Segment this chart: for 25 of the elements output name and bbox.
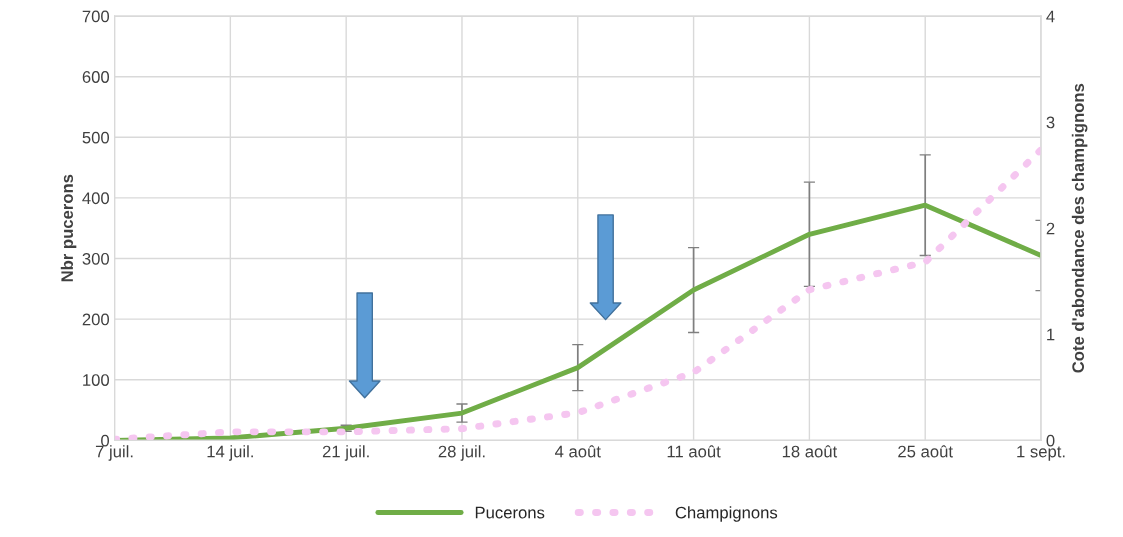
- y2-axis-title: Cote d'abondance des champignons: [1071, 83, 1088, 373]
- y-tick-label: 300: [82, 252, 110, 265]
- y2-tick-label: 1: [1047, 328, 1055, 341]
- y-tick-label: 400: [82, 192, 110, 205]
- x-tick-label: 1 sept.: [1017, 445, 1065, 461]
- y2-tick-label: 2: [1046, 222, 1055, 235]
- y-axis-title: Nbr pucerons: [60, 174, 77, 282]
- y-tick-label: 700: [82, 10, 110, 23]
- y-tick-label: 200: [82, 313, 110, 326]
- y-tick-label: 500: [82, 131, 110, 144]
- x-tick-label: 4 août: [555, 445, 601, 458]
- y-tick-label: 0: [101, 434, 110, 447]
- legend-label: Champignons: [675, 506, 778, 522]
- x-tick-label: 18 août: [782, 445, 838, 458]
- x-tick-label: 25 août: [898, 445, 953, 458]
- x-tick-label: 11 août: [667, 445, 721, 458]
- y2-tick-label: 4: [1046, 10, 1055, 23]
- y2-tick-label: 0: [1046, 434, 1055, 447]
- legend-label: Pucerons: [475, 506, 545, 519]
- y-tick-label: 600: [82, 71, 110, 83]
- x-tick-label: 28 juil.: [438, 445, 485, 461]
- y-tick-label: 100: [83, 374, 110, 386]
- y2-tick-label: 3: [1046, 116, 1055, 129]
- x-tick-label: 21 juil.: [322, 445, 369, 461]
- x-tick-label: 14 juil.: [207, 445, 253, 461]
